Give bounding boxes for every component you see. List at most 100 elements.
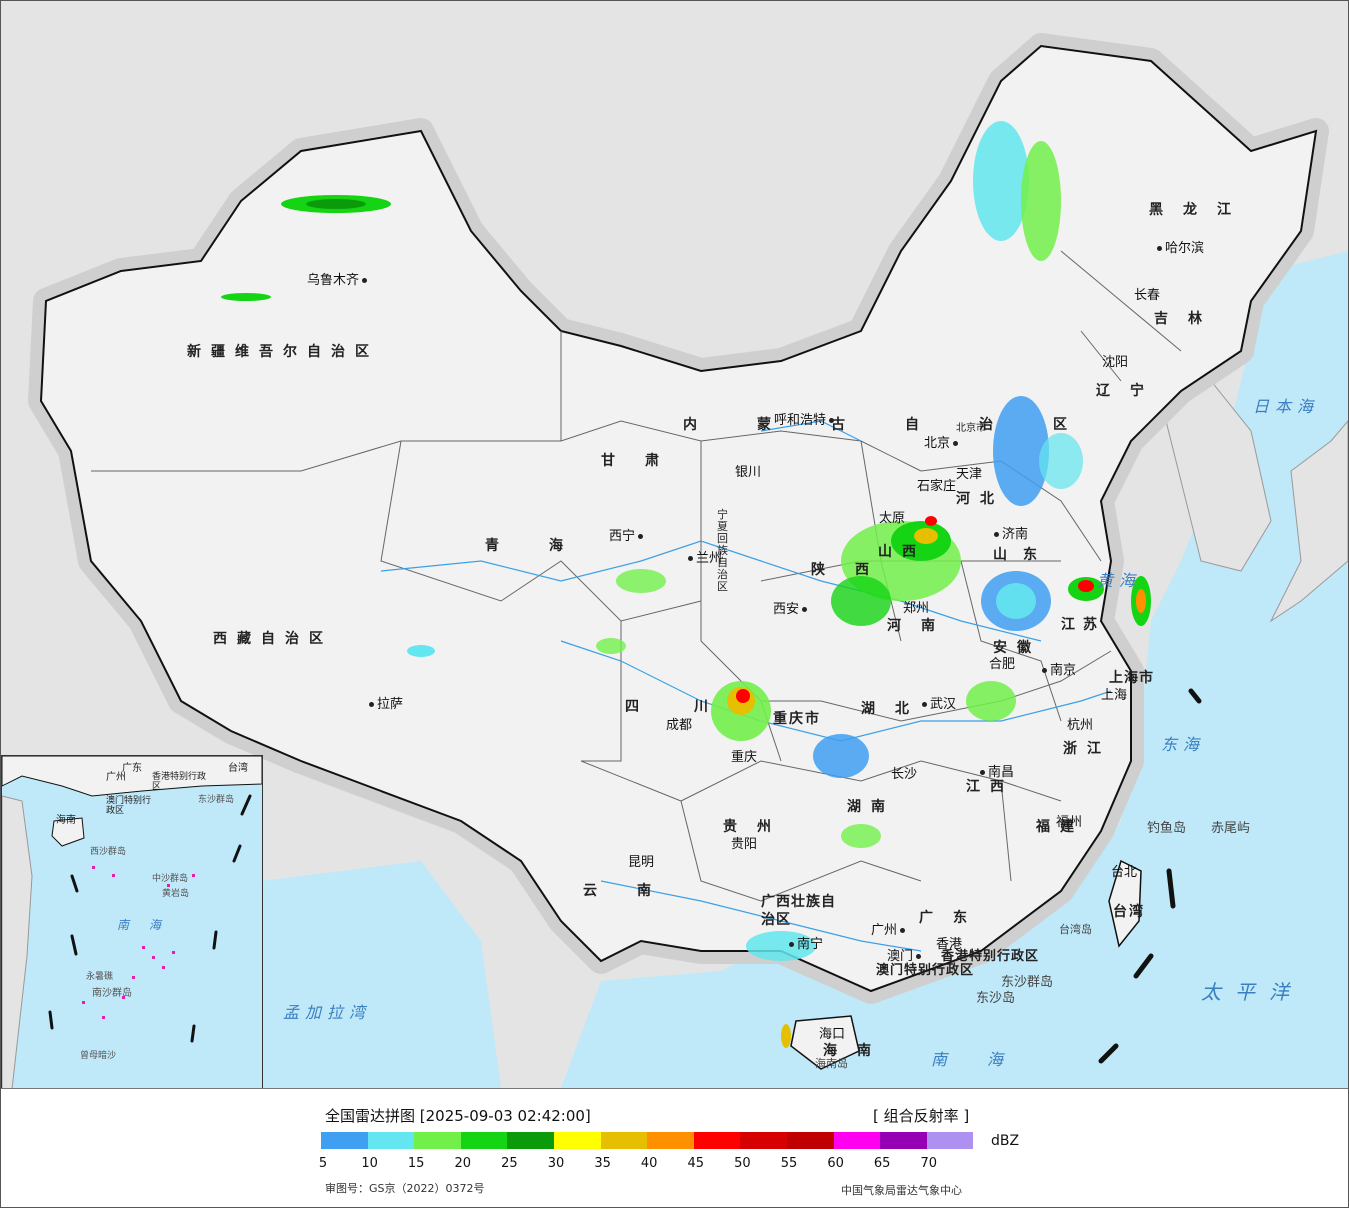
city-shenyang: 沈阳: [1102, 355, 1129, 370]
province-label-henan: 河南: [887, 618, 955, 634]
province-label-yunnan: 云南: [583, 883, 691, 899]
city-tianjin: 天津: [956, 467, 983, 482]
product-label: [ 组合反射率 ]: [873, 1107, 970, 1125]
province-label-sichuan: 四川: [625, 699, 763, 715]
japan-land: [1269, 420, 1348, 623]
city-fuzhou: 福州: [1056, 815, 1083, 830]
province-label-chongqing: 重庆市: [773, 711, 821, 727]
colorbar-tick-label: 45: [687, 1156, 705, 1171]
colorbar-tick-label: 50: [734, 1156, 751, 1171]
inset-label-guangzhou: 广州: [106, 772, 126, 783]
province-label-taiwan: 台湾: [1113, 904, 1145, 920]
beijing-city-label: 北京市: [956, 423, 986, 434]
city-yinchuan: 银川: [735, 465, 762, 480]
city-hefei: 合肥: [989, 657, 1016, 672]
colorbar-tick-label: 20: [454, 1156, 472, 1171]
china-land: [39, 44, 1318, 993]
sea-region: [561, 251, 1348, 1088]
province-label-hainan: 海南: [823, 1043, 891, 1059]
sea-label-east: 东海: [1161, 735, 1206, 754]
province-label-neimenggu: 内蒙古自治区: [683, 417, 1127, 433]
colorbar-tick-label: 10: [361, 1156, 378, 1171]
colorbar-tick-label: 35: [594, 1156, 611, 1171]
colorbar-cell: [786, 1132, 834, 1149]
city-shijiazhuang: 石家庄: [917, 479, 957, 494]
province-label-qinghai: 青海: [485, 538, 613, 554]
inset-label-guangdong: 广东: [122, 763, 142, 774]
city-hongkong: 香港: [936, 937, 963, 952]
city-macau: 澳门: [887, 945, 924, 964]
city-haikou: 海口: [819, 1027, 846, 1042]
island-hainan: 海南岛: [815, 1057, 848, 1070]
inset-label-macau: 澳门特别行政区: [106, 796, 152, 816]
legend-panel: 全国雷达拼图 [2025-09-03 02:42:00] [ 组合反射率 ] d…: [1, 1089, 1348, 1207]
dash-line: [1098, 688, 1202, 1064]
province-label-hunan: 湖南: [847, 799, 895, 815]
city-hangzhou: 杭州: [1067, 718, 1094, 733]
colorbar-tick-label: 60: [827, 1156, 844, 1171]
city-chengdu: 成都: [666, 718, 693, 733]
province-label-shanxi: 山西: [878, 544, 926, 560]
island-taiwan: 台湾岛: [1059, 923, 1092, 936]
province-label-shandong: 山东: [993, 547, 1053, 563]
colorbar-cell: [367, 1132, 415, 1149]
province-label-guangxi: 广西壮族自治区: [761, 894, 836, 928]
colorbar-unit: dBZ: [991, 1133, 1020, 1149]
city-changchun: 长春: [1134, 288, 1161, 303]
province-label-fujian: 福建: [1036, 819, 1084, 835]
province-label-xizang: 西藏自治区: [213, 631, 333, 647]
city-xian: 西安: [773, 598, 810, 617]
inset-label-hainan: 海南: [56, 815, 76, 826]
city-guangzhou: 广州: [871, 919, 908, 938]
province-label-hongkong: 香港特别行政区: [941, 949, 1040, 964]
colorbar-cell: [693, 1132, 741, 1149]
city-kunming: 昆明: [628, 855, 655, 870]
province-label-jiangsu: 江苏: [1061, 617, 1105, 633]
province-label-xinjiang: 新疆维吾尔自治区: [187, 344, 379, 360]
colorbar-tick-label: 30: [547, 1156, 565, 1171]
city-shanghai: 上海: [1101, 688, 1128, 703]
city-beijing: 北京: [924, 432, 961, 451]
city-nanchang: 南昌: [977, 761, 1014, 780]
map-canvas: [28, 33, 1348, 1088]
colorbar-tick-label: 25: [501, 1156, 518, 1171]
radar-echoes: [221, 121, 1151, 1048]
sea-label-pacific: 太平洋: [1201, 980, 1303, 1004]
province-label-guizhou: 贵州: [723, 819, 791, 835]
colorbar-cell: [414, 1132, 461, 1149]
colorbar-cell: [507, 1132, 554, 1149]
city-xining: 西宁: [609, 525, 646, 544]
inset-label-nansha: 南沙群岛: [92, 988, 132, 999]
sea-label-japan: 日本海: [1253, 397, 1320, 416]
province-label-ningxia: 宁夏回族自治区: [717, 508, 728, 593]
city-jinan: 济南: [991, 523, 1028, 542]
province-label-heilongjiang: 黑龙江: [1149, 202, 1251, 218]
city-wuhan: 武汉: [919, 693, 956, 712]
rivers: [380, 420, 1112, 952]
colorbar-cell: [647, 1132, 694, 1149]
city-nanjing: 南京: [1039, 659, 1076, 678]
colorbar-tick-label: 70: [920, 1156, 938, 1171]
province-label-hubei: 湖北: [861, 701, 929, 717]
province-label-liaoning: 辽宁: [1096, 383, 1164, 399]
inset-label-taiwan: 台湾: [228, 763, 248, 774]
bay-of-bengal: [261, 861, 501, 1088]
sea-label-south: 南海: [931, 1050, 1044, 1069]
island-chiwei: 赤尾屿: [1211, 821, 1251, 836]
colorbar-cell: [740, 1132, 787, 1149]
city-taipei: 台北: [1111, 865, 1138, 880]
colorbar-cell: [460, 1132, 508, 1149]
island-dongsha-group: 东沙群岛: [1001, 975, 1054, 990]
colorbar-tick-label: 15: [407, 1156, 425, 1171]
colorbar-tick-label: 40: [640, 1156, 658, 1171]
province-label-jilin: 吉林: [1154, 311, 1222, 327]
province-label-zhejiang: 浙江: [1063, 741, 1111, 757]
province-label-jiangxi: 江西: [966, 779, 1014, 795]
inset-label-huangyan: 黄岩岛: [162, 889, 190, 899]
inset-label-hongkong: 香港特别行政区: [152, 772, 207, 792]
province-label-anhui: 安徽: [993, 640, 1041, 656]
hainan-island: [790, 1015, 860, 1070]
inset-label-south-sea: 南海: [117, 918, 182, 932]
colorbar-cell: [833, 1132, 881, 1149]
